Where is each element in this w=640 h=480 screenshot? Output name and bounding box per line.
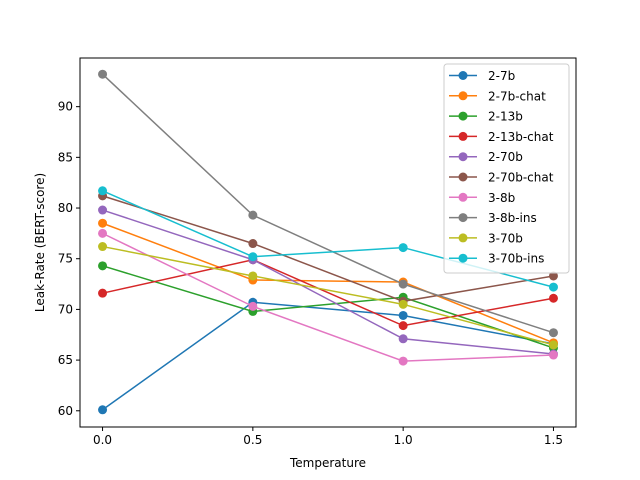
series-line	[102, 301, 554, 411]
legend-item: 3-70b	[449, 231, 523, 245]
legend-item: 2-7b-chat	[449, 89, 546, 103]
legend-item: 2-13b-chat	[449, 130, 554, 144]
legend-item: 2-7b	[449, 69, 515, 83]
series-line	[102, 73, 554, 334]
legend-marker	[458, 192, 468, 202]
data-point	[548, 340, 558, 350]
legend-label: 2-7b	[488, 69, 515, 83]
data-point	[398, 321, 408, 331]
series-3-8b-ins	[98, 69, 558, 338]
x-tick-label: 1.5	[544, 433, 563, 447]
y-tick-label: 75	[58, 252, 73, 266]
data-point	[398, 356, 408, 366]
data-point	[398, 299, 408, 309]
legend-marker	[458, 233, 468, 243]
x-axis: 0.0 0.5 1.0 1.5	[93, 427, 563, 447]
legend-marker	[458, 131, 468, 141]
data-point	[548, 350, 558, 360]
data-point	[98, 186, 108, 196]
legend-label: 2-13b	[488, 110, 523, 124]
data-point	[98, 218, 108, 228]
legend-marker	[458, 91, 468, 101]
legend-label: 3-70b-ins	[488, 252, 544, 266]
y-axis-label: Leak-Rate (BERT-score)	[33, 173, 47, 312]
data-point	[98, 288, 108, 298]
legend-item: 2-70b	[449, 150, 523, 164]
data-point	[98, 405, 108, 415]
y-axis: 60 65 70 75 80 85 90	[58, 100, 80, 418]
data-point	[548, 293, 558, 303]
data-point	[398, 310, 408, 320]
data-point	[548, 328, 558, 338]
x-axis-label: Temperature	[289, 456, 366, 470]
series-line	[102, 195, 554, 303]
data-point	[98, 228, 108, 238]
data-point	[248, 252, 258, 262]
series-line	[102, 258, 554, 327]
data-point	[98, 242, 108, 252]
data-point	[98, 205, 108, 215]
data-point	[248, 271, 258, 281]
legend-marker	[458, 172, 468, 182]
x-tick-label: 0.5	[243, 433, 262, 447]
data-point	[548, 271, 558, 281]
data-point	[548, 282, 558, 292]
data-point	[398, 279, 408, 289]
legend-item: 3-70b-ins	[449, 252, 544, 266]
series-line	[102, 232, 554, 362]
x-tick-label: 0.0	[93, 433, 112, 447]
legend-item: 2-13b	[449, 110, 523, 124]
plot-frame	[79, 57, 577, 428]
series-line	[102, 209, 554, 355]
data-point	[398, 243, 408, 253]
y-tick-label: 60	[58, 404, 73, 418]
data-point	[398, 334, 408, 344]
legend-label: 3-8b-ins	[488, 211, 537, 225]
legend-marker	[458, 111, 468, 121]
y-tick-label: 90	[58, 100, 73, 114]
x-tick-label: 1.0	[394, 433, 413, 447]
data-point	[248, 210, 258, 220]
y-tick-label: 85	[58, 150, 73, 164]
legend-item: 2-70b-chat	[449, 171, 554, 185]
y-tick-label: 70	[58, 302, 73, 316]
data-point	[98, 261, 108, 271]
legend-marker	[458, 213, 468, 223]
legend-label: 3-70b	[488, 231, 523, 245]
series-line	[102, 245, 554, 346]
legend-item: 3-8b	[449, 191, 515, 205]
data-point	[98, 69, 108, 79]
legend: 2-7b 2-7b-chat 2-13b 2-13b-chat 2-70b 2-70b-c…	[443, 63, 570, 274]
legend-marker	[458, 152, 468, 162]
legend-label: 2-13b-chat	[488, 130, 554, 144]
y-tick-label: 80	[58, 201, 73, 215]
legend-marker	[458, 253, 468, 263]
legend-marker	[458, 71, 468, 80]
legend-label: 3-8b	[488, 191, 515, 205]
series-line	[102, 265, 554, 349]
series-layer	[98, 69, 558, 415]
legend-label: 2-70b-chat	[488, 171, 554, 185]
legend-label: 2-7b-chat	[488, 89, 546, 103]
legend-label: 2-70b	[488, 150, 523, 164]
y-tick-label: 65	[58, 353, 73, 367]
series-3-70b	[98, 242, 558, 350]
data-point	[248, 301, 258, 311]
data-point	[248, 239, 258, 249]
series-3-8b	[98, 228, 558, 366]
legend-item: 3-8b-ins	[449, 211, 537, 225]
